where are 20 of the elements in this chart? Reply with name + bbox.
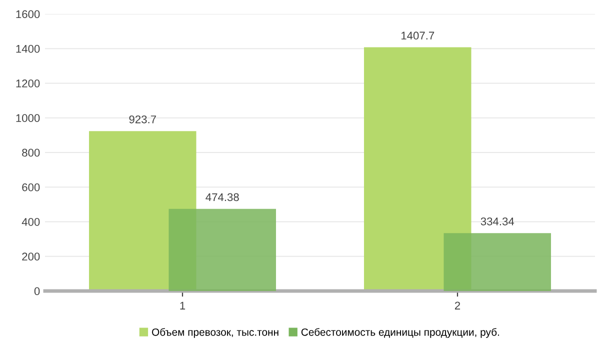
data-label: 334.34: [480, 218, 514, 226]
y-tick-label: 800: [22, 148, 40, 157]
y-tick-label: 1200: [16, 80, 40, 88]
y-tick-label: 1000: [16, 114, 40, 122]
bar: [168, 208, 276, 291]
data-label: 1407.7: [401, 32, 434, 40]
data-label: 923.7: [129, 115, 156, 124]
y-tick-label: 400: [22, 218, 40, 226]
y-tick-label: 0: [34, 287, 40, 296]
legend-label: Объем превозок, тыс.тонн: [152, 328, 278, 338]
y-tick-label: 1600: [16, 10, 40, 18]
y-tick-label: 600: [22, 183, 40, 192]
legend-label: Себестоимость единицы продукции, руб.: [301, 328, 499, 338]
y-tick-label: 200: [22, 252, 40, 261]
bar: [364, 47, 472, 291]
bar: [444, 233, 551, 291]
data-label: 474.38: [206, 193, 239, 202]
x-tick-label: 2: [454, 302, 460, 310]
x-tick-label: 1: [180, 302, 186, 310]
y-tick-label: 1400: [16, 44, 40, 53]
